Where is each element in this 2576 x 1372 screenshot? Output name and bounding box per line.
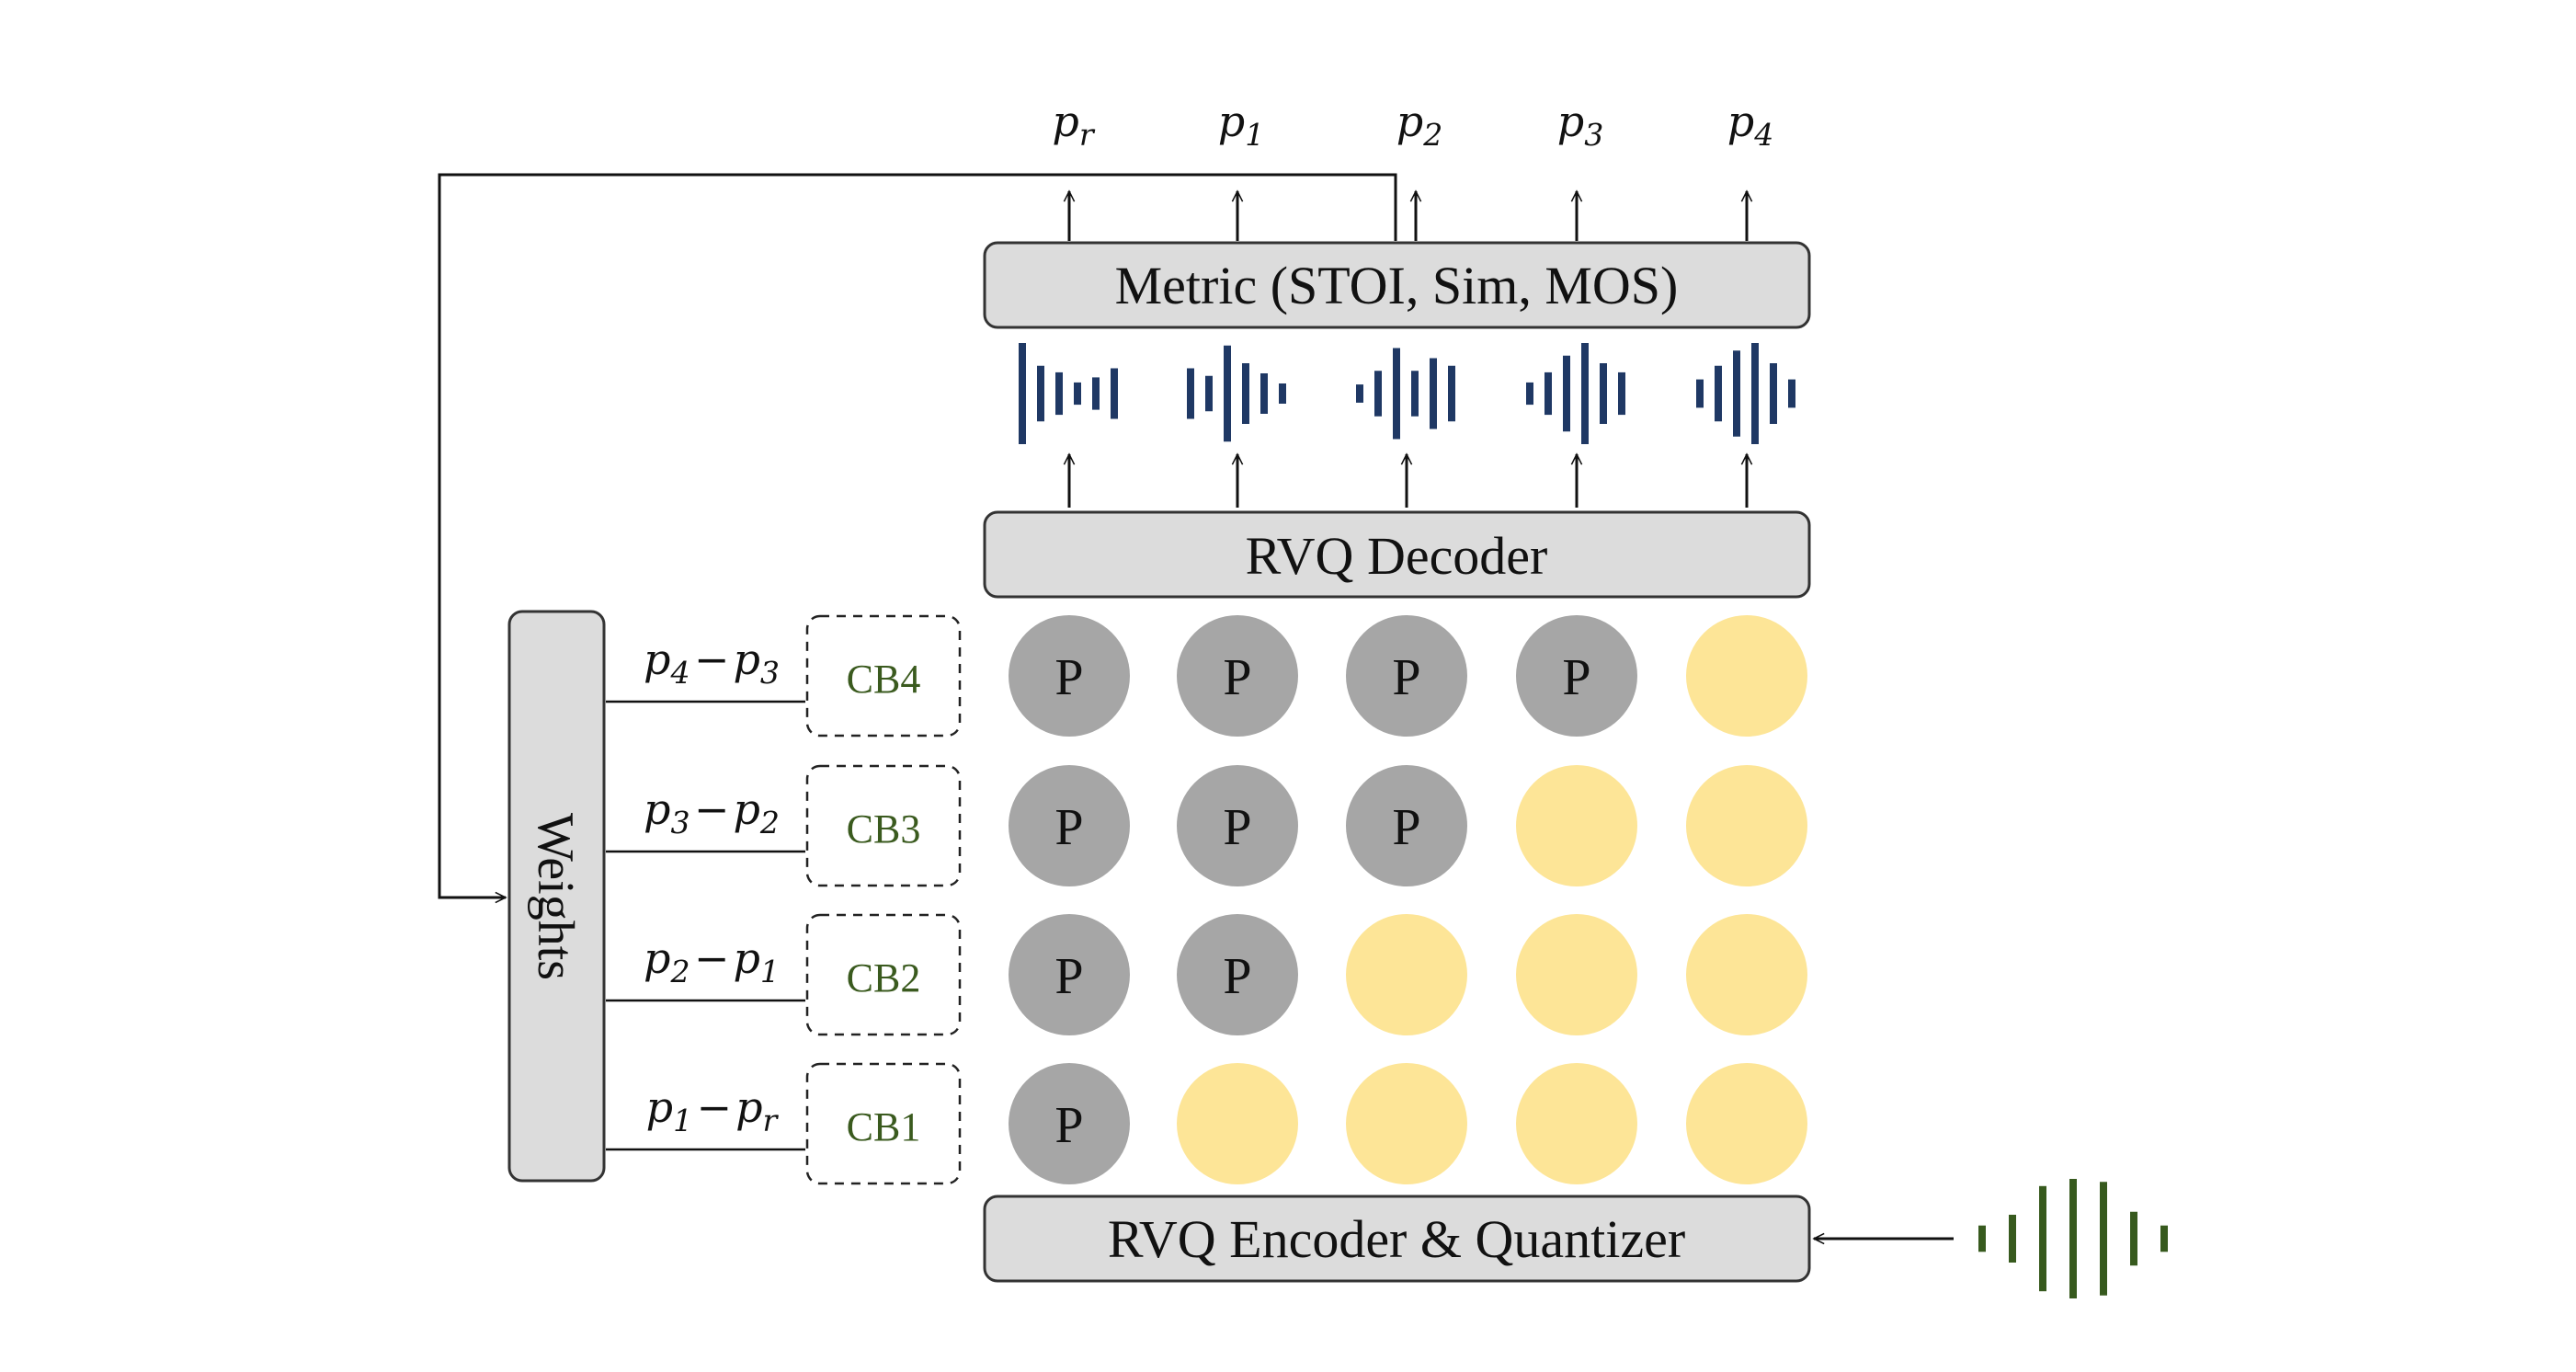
token-filled	[1009, 914, 1130, 1035]
output-label-1: p1	[1218, 97, 1265, 153]
decoder-box	[983, 510, 1811, 599]
row-diff-label: p2 −p1	[644, 933, 780, 989]
codebook-label: CB2	[847, 955, 921, 1000]
output-label-4: p4	[1727, 97, 1774, 153]
token-empty	[1516, 765, 1637, 886]
token-empty	[1686, 914, 1807, 1035]
token-empty	[1346, 1063, 1467, 1184]
token-label: P	[1054, 948, 1083, 1005]
encoder-box	[983, 1195, 1811, 1283]
token-empty	[1686, 1063, 1807, 1184]
token-filled	[1009, 765, 1130, 886]
token-filled	[1177, 914, 1298, 1035]
token-label: P	[1562, 649, 1590, 706]
row-diff-label: p4 −p3	[644, 635, 780, 691]
token-label: P	[1054, 1097, 1083, 1154]
token-filled	[1346, 765, 1467, 886]
token-empty	[1516, 1063, 1637, 1184]
token-empty	[1686, 765, 1807, 886]
input-waveform-icon	[1978, 1179, 2168, 1298]
codebook-box	[805, 764, 962, 887]
token-filled	[1346, 615, 1467, 737]
metric-box-label: Metric (STOI, Sim, MOS)	[1115, 256, 1679, 315]
codebook-rows: p4 −p3 CB4 P P P Pp3 −p2 CB3 P P Pp2 −p1 CB2 P Pp…	[606, 614, 1807, 1185]
output-label-2: p2	[1396, 97, 1443, 153]
weights-box-label: Weights	[527, 813, 584, 980]
codebook-row: p4 −p3 CB4 P P P P	[606, 614, 1807, 737]
token-empty	[1516, 914, 1637, 1035]
token-filled	[1516, 615, 1637, 737]
token-filled	[1177, 765, 1298, 886]
token-label: P	[1392, 649, 1420, 706]
codebook-box	[805, 614, 962, 737]
weights-box	[507, 610, 606, 1183]
codebook-row: p3 −p2 CB3 P P P	[606, 764, 1807, 887]
decoder-box-label: RVQ Decoder	[1246, 526, 1548, 586]
token-label: P	[1054, 649, 1083, 706]
waveform-icon	[1356, 348, 1455, 508]
token-empty	[1177, 1063, 1298, 1184]
waveform-icon	[1187, 345, 1286, 508]
waveform-icon	[1696, 343, 1795, 508]
token-label: P	[1223, 649, 1251, 706]
token-empty	[1686, 615, 1807, 737]
waveform-icon	[1526, 343, 1625, 508]
waveform-icon	[1019, 343, 1118, 508]
token-filled	[1009, 1063, 1130, 1184]
output-label-3: p3	[1557, 97, 1604, 153]
token-empty	[1346, 914, 1467, 1035]
decoded-waveforms	[1019, 343, 1795, 508]
output-labels: pr p1 p2 p3 p4	[1052, 97, 1773, 241]
codebook-box	[805, 1062, 962, 1185]
codebook-label: CB3	[847, 806, 921, 852]
token-filled	[1177, 615, 1298, 737]
token-label: P	[1054, 799, 1083, 856]
token-label: P	[1223, 948, 1251, 1005]
output-label-0: pr	[1052, 97, 1095, 153]
codebook-label: CB4	[847, 657, 921, 702]
encoder-box-label: RVQ Encoder & Quantizer	[1108, 1209, 1685, 1269]
codebook-row: p1 −pr CB1 P	[606, 1062, 1807, 1185]
token-label: P	[1223, 799, 1251, 856]
token-filled	[1009, 615, 1130, 737]
metric-box	[983, 241, 1811, 329]
token-label: P	[1392, 799, 1420, 856]
row-diff-label: p1 −pr	[646, 1082, 780, 1138]
codebook-row: p2 −p1 CB2 P P	[606, 913, 1807, 1036]
codebook-label: CB1	[847, 1104, 921, 1149]
feedback-line	[438, 173, 1397, 898]
codebook-box	[805, 913, 962, 1036]
row-diff-label: p3 −p2	[644, 784, 780, 840]
